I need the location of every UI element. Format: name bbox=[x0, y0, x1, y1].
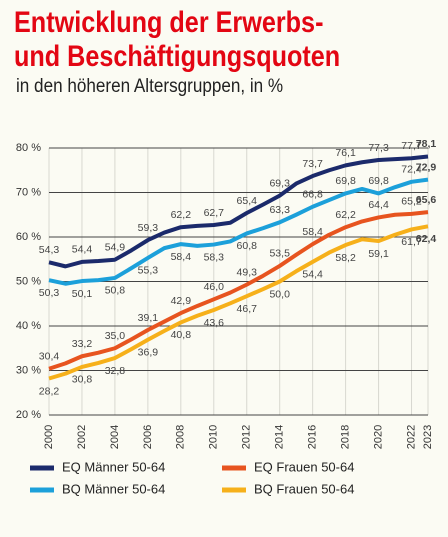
data-label: 59,1 bbox=[368, 248, 389, 260]
x-tick-label: 2023 bbox=[422, 425, 434, 449]
x-tick-label: 2014 bbox=[274, 425, 286, 449]
x-tick-label: 2000 bbox=[43, 425, 55, 449]
data-label: 54,9 bbox=[105, 241, 126, 253]
data-label: 65,2 bbox=[401, 196, 422, 208]
data-label: 62,7 bbox=[204, 207, 225, 219]
data-label: 30,8 bbox=[72, 374, 93, 386]
data-label: 54,4 bbox=[302, 269, 323, 281]
data-label: 49,3 bbox=[237, 266, 258, 278]
data-label: 50,0 bbox=[269, 288, 290, 300]
data-label: 59,3 bbox=[138, 222, 159, 234]
data-label: 65,4 bbox=[237, 195, 258, 207]
legend-label: EQ Frauen 50-64 bbox=[254, 459, 354, 474]
x-tick-label: 2004 bbox=[109, 425, 121, 449]
data-label: 39,1 bbox=[138, 312, 159, 324]
x-tick-label: 2018 bbox=[340, 425, 352, 449]
x-tick-label: 2008 bbox=[175, 425, 187, 449]
series-line bbox=[48, 154, 429, 269]
data-label: 60,8 bbox=[237, 240, 258, 252]
data-label: 77,7 bbox=[401, 140, 422, 152]
y-tick-label: 60 % bbox=[16, 231, 41, 243]
data-label: 46,0 bbox=[204, 281, 225, 293]
y-tick-label: 80 % bbox=[16, 142, 41, 154]
data-label: 42,9 bbox=[171, 295, 192, 307]
data-label: 58,2 bbox=[335, 252, 356, 264]
data-label: 30,4 bbox=[39, 351, 60, 363]
data-label: 58,4 bbox=[302, 226, 323, 238]
data-label: 62,2 bbox=[335, 209, 356, 221]
data-label: 72,9 bbox=[416, 161, 437, 173]
data-label: 58,3 bbox=[204, 251, 225, 263]
data-label: 64,4 bbox=[368, 199, 389, 211]
chart-title: Entwicklung der Erwerbs- und Beschäftigu… bbox=[14, 6, 341, 73]
data-label: 54,4 bbox=[72, 244, 93, 256]
data-label: 54,3 bbox=[39, 244, 60, 256]
data-label: 69,3 bbox=[269, 177, 290, 189]
data-label: 62,2 bbox=[171, 209, 192, 221]
data-label: 43,6 bbox=[204, 317, 225, 329]
y-tick-label: 20 % bbox=[16, 409, 41, 421]
data-label: 53,5 bbox=[269, 248, 290, 260]
series-line bbox=[48, 210, 429, 371]
x-tick-label: 2002 bbox=[76, 425, 88, 449]
data-label: 36,9 bbox=[138, 347, 159, 359]
data-label: 55,3 bbox=[138, 265, 159, 277]
series-line bbox=[48, 224, 429, 381]
x-tick-label: 2012 bbox=[241, 425, 253, 449]
data-label: 28,2 bbox=[39, 385, 60, 397]
data-label: 69,8 bbox=[335, 175, 356, 187]
data-label: 63,3 bbox=[269, 204, 290, 216]
y-tick-label: 50 % bbox=[16, 275, 41, 287]
y-tick-label: 70 % bbox=[16, 186, 41, 198]
data-label: 76,1 bbox=[335, 147, 356, 159]
data-label: 33,2 bbox=[72, 338, 93, 350]
data-label: 50,3 bbox=[39, 287, 60, 299]
data-label: 61,7 bbox=[401, 236, 422, 248]
x-tick-label: 2020 bbox=[372, 425, 384, 449]
x-tick-label: 2006 bbox=[142, 425, 154, 449]
legend-label: EQ Männer 50-64 bbox=[62, 459, 165, 474]
x-tick-label: 2022 bbox=[405, 425, 417, 449]
legend-label: BQ Frauen 50-64 bbox=[254, 481, 354, 496]
data-label: 72,4 bbox=[401, 164, 422, 176]
y-tick-label: 30 % bbox=[16, 364, 41, 376]
data-label: 62,4 bbox=[416, 233, 437, 245]
data-label: 32,8 bbox=[105, 365, 126, 377]
data-label: 65,6 bbox=[416, 194, 437, 206]
data-label: 78,1 bbox=[416, 138, 437, 150]
data-label: 58,4 bbox=[171, 251, 192, 263]
data-label: 46,7 bbox=[237, 303, 258, 315]
data-label: 66,8 bbox=[302, 189, 323, 201]
x-tick-label: 2016 bbox=[307, 425, 319, 449]
x-tick-label: 2010 bbox=[208, 425, 220, 449]
data-label: 40,8 bbox=[171, 329, 192, 341]
data-label: 73,7 bbox=[302, 158, 323, 170]
data-label: 69,8 bbox=[368, 175, 389, 187]
data-label: 50,8 bbox=[105, 285, 126, 297]
data-label: 77,3 bbox=[368, 142, 389, 154]
y-tick-label: 40 % bbox=[16, 320, 41, 332]
chart-subtitle: in den höheren Altersgruppen, in % bbox=[16, 76, 284, 97]
data-label: 35,0 bbox=[105, 330, 126, 342]
legend-label: BQ Männer 50-64 bbox=[62, 481, 165, 496]
series-line bbox=[48, 177, 429, 286]
data-label: 50,1 bbox=[72, 288, 93, 300]
